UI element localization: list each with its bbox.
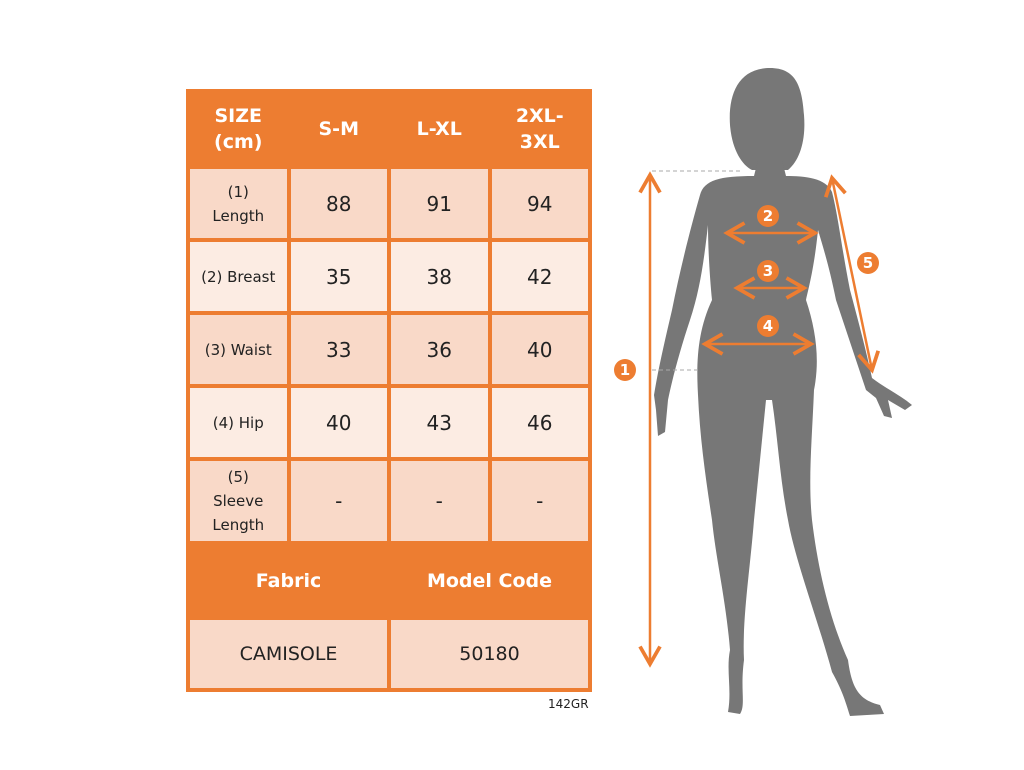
model-code-value: 50180 — [389, 618, 590, 690]
product-code: 142GR — [548, 697, 589, 711]
row-label: (1) Length — [188, 167, 289, 240]
marker-4-icon: 4 — [757, 315, 779, 337]
cell: - — [389, 459, 490, 543]
table-row: (5) Sleeve Length - - - — [188, 459, 590, 543]
silhouette-icon — [654, 68, 912, 716]
cell: 35 — [288, 240, 389, 313]
cell: 38 — [389, 240, 490, 313]
marker-5-icon: 5 — [857, 252, 879, 274]
header-size: SIZE (cm) — [188, 91, 289, 167]
table-row: (3) Waist 33 36 40 — [188, 313, 590, 386]
cell: 88 — [288, 167, 389, 240]
marker-2-icon: 2 — [757, 205, 779, 227]
sleeve-arrow — [823, 174, 881, 374]
fabric-header-row: Fabric Model Code — [188, 543, 590, 618]
row-label: (4) Hip — [188, 386, 289, 459]
svg-text:3: 3 — [763, 262, 773, 280]
cell: 36 — [389, 313, 490, 386]
table-row: (1) Length 88 91 94 — [188, 167, 590, 240]
cell: 40 — [288, 386, 389, 459]
svg-text:4: 4 — [763, 317, 773, 335]
cell: 42 — [489, 240, 590, 313]
svg-text:2: 2 — [763, 207, 773, 225]
svg-text:5: 5 — [863, 254, 873, 272]
row-label: (5) Sleeve Length — [188, 459, 289, 543]
cell: 46 — [489, 386, 590, 459]
marker-1-icon: 1 — [614, 359, 636, 381]
row-label: (2) Breast — [188, 240, 289, 313]
header-2xl-3xl: 2XL- 3XL — [489, 91, 590, 167]
fabric-value: CAMISOLE — [188, 618, 389, 690]
svg-text:1: 1 — [620, 361, 630, 379]
table-row: (2) Breast 35 38 42 — [188, 240, 590, 313]
model-code-label: Model Code — [389, 543, 590, 618]
cell: 43 — [389, 386, 490, 459]
cell: - — [288, 459, 389, 543]
cell: - — [489, 459, 590, 543]
table-row: (4) Hip 40 43 46 — [188, 386, 590, 459]
cell: 91 — [389, 167, 490, 240]
table-header-row: SIZE (cm) S-M L-XL 2XL- 3XL — [188, 91, 590, 167]
marker-3-icon: 3 — [757, 260, 779, 282]
cell: 94 — [489, 167, 590, 240]
cell: 33 — [288, 313, 389, 386]
size-chart-table: SIZE (cm) S-M L-XL 2XL- 3XL (1) Length 8… — [186, 89, 592, 692]
fabric-value-row: CAMISOLE 50180 — [188, 618, 590, 690]
header-s-m: S-M — [288, 91, 389, 167]
cell: 40 — [489, 313, 590, 386]
fabric-label: Fabric — [188, 543, 389, 618]
row-label: (3) Waist — [188, 313, 289, 386]
header-l-xl: L-XL — [389, 91, 490, 167]
